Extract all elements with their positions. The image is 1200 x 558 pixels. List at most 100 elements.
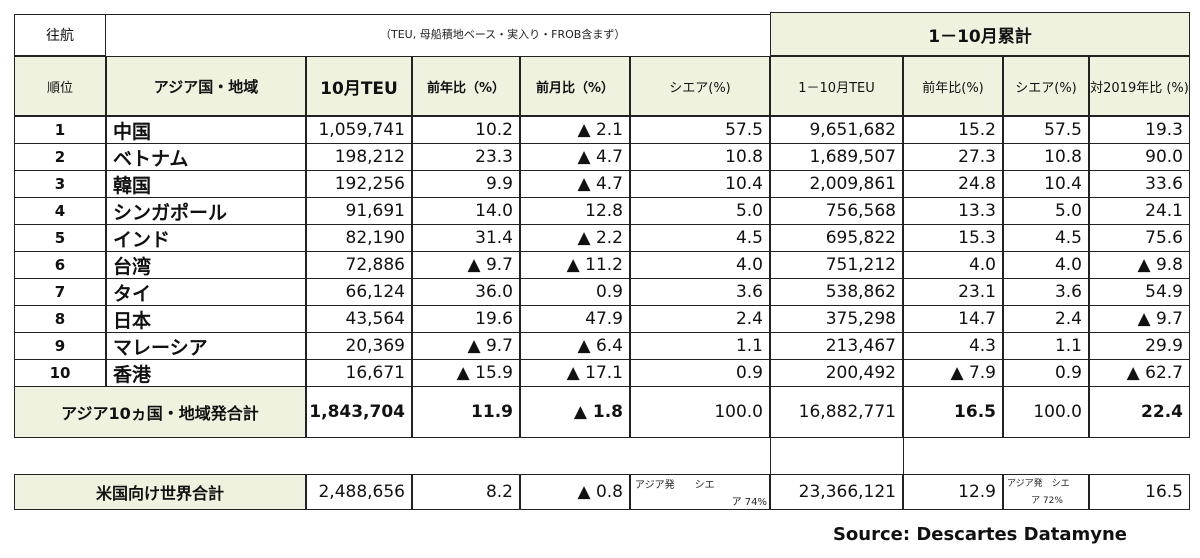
row-share-value: 2.4 [630,305,770,333]
header-teu: 10月TEU [306,56,412,116]
row-cum-teu-value: 751,212 [770,251,903,279]
header-mom: 前月比（%） [520,56,630,116]
row-rank: 4 [14,197,106,225]
header-region: アジア国・地域 [106,56,306,116]
row-vs2019-value: 90.0 [1089,143,1190,171]
row-yoy-value: 10.2 [412,116,520,144]
row-mom-value: ▲ 17.1 [520,359,630,387]
row-yoy-value: ▲ 15.9 [412,359,520,387]
world-vs2019-value: 16.5 [1089,474,1190,510]
row-yoy-value: 19.6 [412,305,520,333]
row-cum-yoy-value: 23.1 [903,278,1003,306]
row-cum-yoy-value: 15.2 [903,116,1003,144]
row-cum-yoy-value: 13.3 [903,197,1003,225]
row-region-name: マレーシア [106,332,306,360]
row-cum-share-value: 5.0 [1003,197,1089,225]
row-teu-value: 66,124 [306,278,412,306]
row-cum-yoy-value: 14.7 [903,305,1003,333]
row-vs2019-value: ▲ 9.7 [1089,305,1190,333]
row-vs2019-value: 33.6 [1089,170,1190,198]
row-mom-value: 0.9 [520,278,630,306]
row-share-value: 3.6 [630,278,770,306]
row-teu-value: 82,190 [306,224,412,252]
row-mom-value: 12.8 [520,197,630,225]
header-share: シエア(%) [630,56,770,116]
total-share-value: 100.0 [630,386,770,438]
total-label: アジア10ヵ国・地域発合計 [14,386,306,438]
header-vs2019: 対2019年比 (%) [1089,56,1190,116]
world-cum-yoy-value: 12.9 [903,474,1003,510]
header-cum_share: シエア(%) [1003,56,1089,116]
row-vs2019-value: 19.3 [1089,116,1190,144]
world-cum-share-note-line2: ア 72% [1031,496,1063,506]
row-cum-share-value: 3.6 [1003,278,1089,306]
total-cum-share-value: 100.0 [1003,386,1089,438]
row-share-value: 4.0 [630,251,770,279]
row-yoy-value: ▲ 9.7 [412,332,520,360]
row-rank: 8 [14,305,106,333]
row-share-value: 10.8 [630,143,770,171]
world-mom-value: ▲ 0.8 [520,474,630,510]
row-teu-value: 1,059,741 [306,116,412,144]
row-cum-share-value: 10.8 [1003,143,1089,171]
row-vs2019-value: 29.9 [1089,332,1190,360]
header-top-border [106,14,770,15]
row-teu-value: 20,369 [306,332,412,360]
row-cum-share-value: 4.5 [1003,224,1089,252]
row-teu-value: 192,256 [306,170,412,198]
row-share-value: 4.5 [630,224,770,252]
row-cum-teu-value: 2,009,861 [770,170,903,198]
row-cum-teu-value: 375,298 [770,305,903,333]
row-cum-teu-value: 756,568 [770,197,903,225]
cumulative-title: 1－10月累計 [770,12,1190,56]
header-cum_yoy: 前年比(%) [903,56,1003,116]
row-rank: 1 [14,116,106,144]
row-cum-teu-value: 1,689,507 [770,143,903,171]
row-vs2019-value: ▲ 9.8 [1089,251,1190,279]
row-rank: 10 [14,359,106,387]
header-rank: 順位 [14,56,106,116]
world-cum-share-note-line1: アジア発 シエ [1007,479,1070,489]
row-yoy-value: 14.0 [412,197,520,225]
row-rank: 9 [14,332,106,360]
total-teu-value: 1,843,704 [306,386,412,438]
row-cum-yoy-value: ▲ 7.9 [903,359,1003,387]
row-yoy-value: 31.4 [412,224,520,252]
source-credit: Source: Descartes Datamyne [832,523,1128,545]
row-region-name: 日本 [106,305,306,333]
world-share-note-line1: アジア発 シエ [635,480,715,490]
row-teu-value: 72,886 [306,251,412,279]
row-vs2019-value: 24.1 [1089,197,1190,225]
row-mom-value: ▲ 4.7 [520,143,630,171]
row-yoy-value: 23.3 [412,143,520,171]
row-share-value: 57.5 [630,116,770,144]
row-mom-value: ▲ 2.2 [520,224,630,252]
row-teu-value: 43,564 [306,305,412,333]
row-cum-yoy-value: 24.8 [903,170,1003,198]
row-cum-share-value: 2.4 [1003,305,1089,333]
row-region-name: タイ [106,278,306,306]
row-cum-yoy-value: 4.3 [903,332,1003,360]
row-mom-value: ▲ 11.2 [520,251,630,279]
row-region-name: シンガポール [106,197,306,225]
row-yoy-value: 9.9 [412,170,520,198]
world-share-note: アジア発 シエア 74% [630,474,770,510]
row-region-name: インド [106,224,306,252]
header-yoy: 前年比（%） [412,56,520,116]
row-cum-share-value: 57.5 [1003,116,1089,144]
header-cum_teu: 1－10月TEU [770,56,903,116]
row-cum-share-value: 10.4 [1003,170,1089,198]
world-cum-share-note: アジア発 シエア 72% [1003,474,1089,510]
unit-note: （TEU, 母船積地ベース・実入り・FROB含まず） [380,28,626,41]
total-yoy-value: 11.9 [412,386,520,438]
world-yoy-value: 8.2 [412,474,520,510]
row-yoy-value: ▲ 9.7 [412,251,520,279]
row-region-name: 中国 [106,116,306,144]
row-rank: 5 [14,224,106,252]
world-total-label: 米国向け世界合計 [14,474,306,510]
row-region-name: 台湾 [106,251,306,279]
row-region-name: ベトナム [106,143,306,171]
row-vs2019-value: 54.9 [1089,278,1190,306]
world-teu-value: 2,488,656 [306,474,412,510]
row-teu-value: 91,691 [306,197,412,225]
